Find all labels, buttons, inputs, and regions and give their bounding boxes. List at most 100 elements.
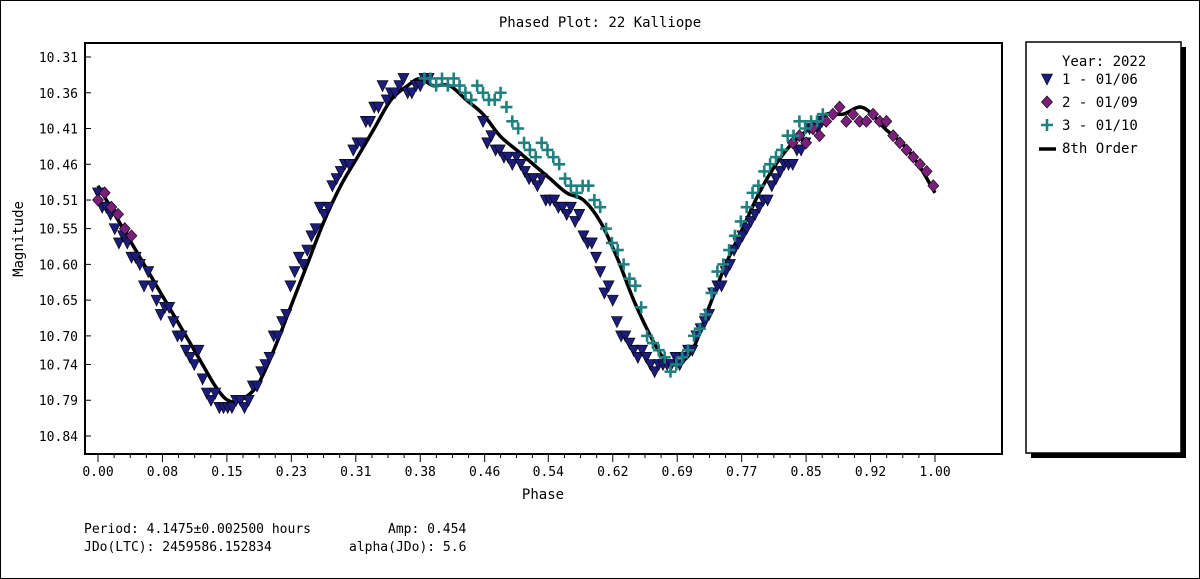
data-point-series-3: [746, 186, 759, 199]
legend-symbol-plus: [1041, 119, 1053, 131]
x-tick-label: 1.00: [919, 465, 950, 480]
data-point-series-3: [623, 272, 636, 285]
points-layer: [92, 72, 940, 415]
x-tick-label: 0.54: [533, 465, 564, 480]
data-point-series-1: [502, 151, 515, 164]
data-point-series-3: [740, 201, 753, 214]
data-point-series-1: [560, 209, 573, 221]
data-point-series-1: [585, 237, 598, 250]
x-tick-label: 0.92: [855, 465, 886, 480]
y-axis-label: Magnitude: [11, 201, 27, 277]
data-point-series-3: [512, 122, 525, 135]
data-point-series-1: [564, 201, 577, 214]
data-point-series-1: [150, 294, 163, 307]
y-axis: 10.31 10.36 10.41 10.46 10.51 10.55 10.60 10.65…: [39, 51, 91, 445]
data-point-series-1: [602, 280, 615, 293]
data-point-series-3: [705, 286, 718, 299]
data-point-series-2: [800, 136, 813, 150]
data-point-series-2: [833, 100, 846, 114]
data-point-series-2: [880, 114, 893, 128]
y-tick-label: 10.41: [39, 123, 78, 138]
x-tick-label: 0.15: [211, 465, 242, 480]
data-point-series-1: [769, 173, 782, 186]
x-tick-label: 0.00: [82, 465, 113, 480]
data-point-series-3: [699, 308, 712, 321]
y-tick-label: 10.79: [39, 394, 78, 409]
data-point-series-1: [133, 259, 146, 272]
x-tick-label: 0.08: [147, 465, 178, 480]
data-point-series-3: [758, 165, 771, 178]
data-point-series-3: [559, 172, 572, 185]
y-tick-label: 10.74: [39, 358, 78, 373]
data-point-series-2: [112, 207, 124, 221]
data-point-series-2: [920, 164, 933, 178]
data-point-series-2: [92, 193, 104, 207]
data-point-series-3: [764, 158, 777, 171]
data-point-series-3: [769, 151, 782, 164]
data-point-series-3: [506, 115, 519, 128]
data-point-series-1: [251, 380, 264, 393]
data-point-series-1: [322, 201, 335, 214]
data-point-series-1: [188, 359, 201, 372]
data-point-series-1: [364, 116, 377, 129]
data-point-series-1: [577, 230, 590, 243]
data-point-series-3: [600, 222, 613, 235]
data-point-series-3: [728, 229, 741, 242]
data-point-series-1: [146, 280, 159, 293]
legend-label: 8th Order: [1062, 141, 1138, 157]
data-point-series-3: [594, 201, 607, 214]
plot-area: [84, 42, 1003, 455]
data-point-series-3: [682, 344, 695, 357]
data-point-series-1: [271, 330, 284, 343]
data-point-series-1: [138, 280, 151, 293]
data-point-series-1: [372, 101, 385, 114]
data-point-series-1: [636, 344, 649, 357]
data-point-series-1: [380, 94, 393, 107]
data-point-series-3: [424, 72, 437, 85]
data-point-series-1: [263, 352, 276, 365]
data-point-series-1: [598, 287, 611, 300]
data-point-series-1: [485, 130, 498, 143]
data-point-series-1: [648, 366, 661, 379]
data-point-series-3: [734, 215, 747, 228]
data-point-series-3: [547, 151, 560, 164]
data-point-series-1: [334, 166, 347, 179]
data-point-series-1: [309, 223, 322, 236]
chart-title: Phased Plot: 22 Kalliope: [499, 15, 701, 31]
x-tick-label: 0.46: [469, 465, 500, 480]
x-tick-label: 0.23: [276, 465, 307, 480]
data-point-series-1: [531, 180, 544, 193]
data-point-series-2: [927, 179, 940, 193]
data-point-series-3: [441, 79, 454, 92]
data-point-series-1: [225, 402, 238, 415]
data-point-series-3: [646, 337, 659, 350]
x-tick-label: 0.69: [662, 465, 693, 480]
data-point-series-3: [787, 129, 800, 142]
data-point-series-1: [786, 158, 799, 171]
x-tick-label: 0.38: [405, 465, 436, 480]
data-point-series-3: [541, 143, 554, 156]
data-point-series-1: [184, 352, 197, 365]
data-point-series-1: [405, 87, 418, 100]
data-point-series-3: [611, 244, 624, 257]
data-point-series-3: [488, 93, 501, 106]
data-point-series-1: [606, 294, 619, 307]
data-point-series-3: [588, 194, 601, 207]
legend-entries: 1 - 01/06 2 - 01/09 3 - 01/10 8th Order: [1039, 72, 1138, 157]
data-point-series-1: [623, 337, 636, 350]
data-point-series-3: [793, 115, 806, 128]
x-axis: 0.00 0.08 0.15 0.23 0.31 0.38 0.46 0.54 0.62 0.69…: [82, 454, 951, 480]
legend-label: 2 - 01/09: [1062, 95, 1138, 111]
data-point-series-1: [192, 344, 205, 357]
data-point-series-3: [635, 301, 648, 314]
data-point-series-1: [573, 209, 586, 221]
data-point-series-2: [907, 150, 920, 164]
data-point-series-1: [347, 144, 360, 157]
data-point-series-3: [529, 151, 542, 164]
data-point-series-2: [914, 157, 926, 171]
data-point-series-3: [658, 351, 671, 364]
data-point-series-1: [397, 73, 410, 86]
data-point-series-1: [514, 158, 527, 171]
data-point-series-1: [209, 387, 222, 400]
data-point-series-3: [430, 79, 443, 92]
